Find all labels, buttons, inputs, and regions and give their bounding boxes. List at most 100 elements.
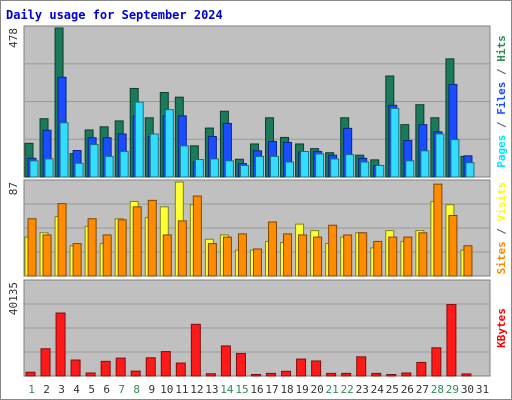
- bar-sites-day-1: [27, 218, 37, 277]
- bar-kbytes-day-6: [100, 360, 111, 377]
- bar-pages-day-2: [44, 158, 54, 178]
- panel-side-label: Pages / Files / Hits: [495, 35, 508, 168]
- day-label-24: 24: [371, 383, 385, 396]
- panel-max-label: 40135: [7, 282, 20, 315]
- bar-sites-day-30: [463, 245, 473, 277]
- day-label-1: 1: [28, 383, 35, 396]
- bar-pages-day-25: [390, 107, 400, 178]
- bar-sites-day-16: [252, 248, 262, 277]
- bar-kbytes-day-3: [55, 312, 66, 377]
- bar-kbytes-day-5: [85, 372, 96, 377]
- side-label-part: Visits: [495, 182, 508, 222]
- day-label-10: 10: [160, 383, 173, 396]
- bar-pages-day-13: [209, 158, 219, 178]
- bar-pages-day-6: [104, 155, 114, 178]
- bar-pages-day-9: [149, 133, 159, 178]
- bar-kbytes-day-22: [341, 372, 352, 377]
- panel-side-label: Sites / Visits: [495, 182, 508, 275]
- bar-sites-day-17: [268, 221, 278, 277]
- bar-sites-day-29: [448, 214, 458, 277]
- bar-sites-day-23: [358, 232, 368, 277]
- side-label-part: /: [495, 115, 508, 135]
- panel-max-label: 87: [7, 182, 20, 195]
- bar-sites-day-27: [418, 232, 428, 277]
- bar-sites-day-7: [117, 219, 127, 277]
- bar-kbytes-day-26: [401, 372, 412, 377]
- panel-pages-files-hits: 478 Pages / Files / Hits: [7, 25, 508, 178]
- chart-title: Daily usage for September 2024: [6, 8, 223, 22]
- bar-pages-day-1: [29, 160, 39, 178]
- bar-sites-day-18: [283, 233, 293, 277]
- day-label-16: 16: [250, 383, 263, 396]
- bar-sites-day-10: [162, 234, 172, 277]
- panel-side-label: KBytes: [495, 308, 508, 348]
- bar-kbytes-day-27: [416, 361, 427, 377]
- panel-max-label: 478: [7, 28, 20, 48]
- bar-sites-day-19: [298, 234, 308, 277]
- day-label-13: 13: [205, 383, 218, 396]
- bar-pages-day-28: [435, 133, 445, 178]
- bar-pages-day-23: [360, 161, 370, 178]
- bar-pages-day-4: [74, 162, 84, 178]
- bar-sites-day-8: [132, 206, 142, 277]
- side-label-part: KBytes: [495, 308, 508, 348]
- day-label-8: 8: [133, 383, 140, 396]
- bar-sites-day-21: [328, 224, 338, 277]
- day-label-7: 7: [118, 383, 125, 396]
- bar-pages-day-24: [375, 164, 385, 178]
- bar-kbytes-day-21: [326, 372, 337, 377]
- bar-pages-day-19: [300, 150, 310, 178]
- bar-pages-day-26: [405, 160, 415, 178]
- day-label-20: 20: [311, 383, 324, 396]
- bar-sites-day-26: [403, 236, 413, 277]
- bar-sites-day-3: [57, 203, 67, 277]
- bar-kbytes-day-17: [266, 372, 277, 377]
- panel-visits-sites: 87 Sites / Visits: [7, 179, 508, 277]
- bar-sites-day-28: [433, 183, 443, 277]
- bar-sites-day-11: [177, 220, 187, 277]
- day-label-15: 15: [235, 383, 248, 396]
- bar-kbytes-day-15: [235, 352, 246, 377]
- day-label-17: 17: [265, 383, 278, 396]
- bar-sites-day-20: [313, 236, 323, 277]
- bar-kbytes-day-29: [446, 304, 457, 377]
- day-label-6: 6: [103, 383, 110, 396]
- day-label-3: 3: [58, 383, 65, 396]
- bar-pages-day-11: [179, 145, 189, 178]
- bar-pages-day-7: [119, 150, 129, 178]
- bar-pages-day-14: [224, 160, 234, 178]
- bar-pages-day-3: [59, 122, 69, 178]
- day-label-4: 4: [73, 383, 80, 396]
- bar-pages-day-21: [330, 158, 340, 178]
- side-label-part: Pages: [495, 135, 508, 168]
- bar-pages-day-29: [450, 139, 460, 178]
- bar-kbytes-day-19: [296, 358, 307, 377]
- day-label-19: 19: [295, 383, 308, 396]
- bar-sites-day-12: [192, 195, 202, 277]
- bar-sites-day-25: [388, 236, 398, 277]
- bar-pages-day-5: [89, 144, 99, 178]
- bar-kbytes-day-18: [281, 370, 292, 377]
- bar-kbytes-day-10: [160, 351, 171, 377]
- side-label-part: Files: [495, 82, 508, 115]
- day-label-18: 18: [280, 383, 293, 396]
- chart-panels: 478 Pages / Files / Hits 87 Sites / Visits 4…: [7, 25, 508, 377]
- bar-kbytes-day-4: [70, 359, 81, 377]
- day-label-14: 14: [220, 383, 234, 396]
- side-label-part: /: [495, 221, 508, 241]
- day-label-27: 27: [416, 383, 429, 396]
- day-label-23: 23: [356, 383, 369, 396]
- day-label-12: 12: [190, 383, 203, 396]
- bar-pages-day-10: [164, 109, 174, 178]
- bar-sites-day-22: [343, 234, 353, 277]
- day-label-21: 21: [326, 383, 339, 396]
- day-label-9: 9: [148, 383, 155, 396]
- bar-pages-day-20: [315, 153, 325, 178]
- day-label-29: 29: [446, 383, 459, 396]
- bar-sites-day-6: [102, 234, 112, 277]
- bar-pages-day-8: [134, 101, 144, 178]
- bar-kbytes-day-13: [205, 373, 216, 377]
- bar-pages-day-30: [465, 162, 475, 178]
- bar-kbytes-day-23: [356, 356, 367, 377]
